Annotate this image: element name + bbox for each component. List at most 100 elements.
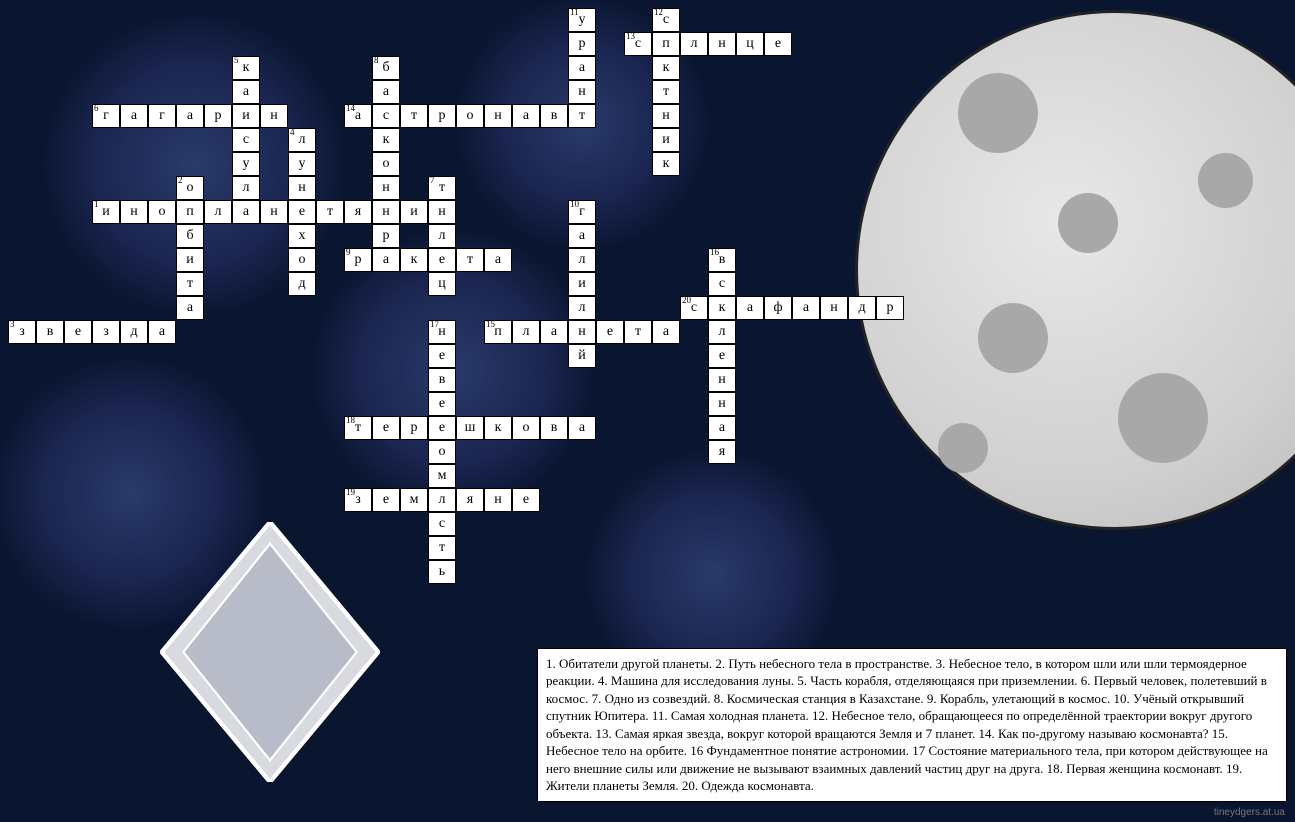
crossword-cell[interactable]: о [456, 104, 484, 128]
crossword-cell[interactable]: н [120, 200, 148, 224]
crossword-cell[interactable]: р [876, 296, 904, 320]
crossword-cell[interactable]: р [372, 224, 400, 248]
crossword-cell[interactable]: 13с [624, 32, 652, 56]
crossword-cell[interactable]: л [428, 488, 456, 512]
crossword-cell[interactable]: а [372, 80, 400, 104]
crossword-cell[interactable]: п [176, 200, 204, 224]
crossword-cell[interactable]: м [428, 464, 456, 488]
crossword-cell[interactable]: и [568, 272, 596, 296]
crossword-cell[interactable]: а [232, 80, 260, 104]
crossword-cell[interactable]: р [568, 32, 596, 56]
crossword-cell[interactable]: ф [764, 296, 792, 320]
crossword-cell[interactable]: а [568, 224, 596, 248]
crossword-cell[interactable]: ш [456, 416, 484, 440]
crossword-cell[interactable]: а [736, 296, 764, 320]
crossword-cell[interactable]: н [260, 200, 288, 224]
crossword-cell[interactable]: ц [736, 32, 764, 56]
crossword-cell[interactable]: с [428, 512, 456, 536]
crossword-cell[interactable]: т [624, 320, 652, 344]
crossword-cell[interactable]: а [176, 104, 204, 128]
crossword-cell[interactable]: т [176, 272, 204, 296]
crossword-cell[interactable]: 16в [708, 248, 736, 272]
crossword-cell[interactable]: 19з [344, 488, 372, 512]
crossword-cell[interactable]: к [372, 128, 400, 152]
crossword-cell[interactable]: т [456, 248, 484, 272]
crossword-cell[interactable]: е [764, 32, 792, 56]
crossword-cell[interactable]: 9р [344, 248, 372, 272]
crossword-cell[interactable]: а [540, 320, 568, 344]
crossword-cell[interactable]: р [400, 416, 428, 440]
crossword-cell[interactable]: л [232, 176, 260, 200]
crossword-cell[interactable]: е [428, 392, 456, 416]
crossword-cell[interactable]: 14а [344, 104, 372, 128]
crossword-cell[interactable]: н [652, 104, 680, 128]
crossword-cell[interactable]: а [176, 296, 204, 320]
crossword-cell[interactable]: о [428, 440, 456, 464]
crossword-cell[interactable]: м [400, 488, 428, 512]
crossword-cell[interactable]: е [596, 320, 624, 344]
crossword-cell[interactable]: о [148, 200, 176, 224]
crossword-cell[interactable]: н [708, 368, 736, 392]
crossword-cell[interactable]: а [512, 104, 540, 128]
crossword-cell[interactable]: е [428, 344, 456, 368]
crossword-cell[interactable]: а [232, 200, 260, 224]
crossword-cell[interactable]: л [512, 320, 540, 344]
crossword-cell[interactable]: а [372, 248, 400, 272]
crossword-cell[interactable]: 10г [568, 200, 596, 224]
crossword-cell[interactable]: н [484, 488, 512, 512]
crossword-cell[interactable]: т [652, 80, 680, 104]
crossword-cell[interactable]: в [428, 368, 456, 392]
crossword-cell[interactable]: 2о [176, 176, 204, 200]
crossword-cell[interactable]: н [288, 176, 316, 200]
crossword-cell[interactable]: е [428, 248, 456, 272]
crossword-cell[interactable]: а [708, 416, 736, 440]
crossword-cell[interactable]: й [568, 344, 596, 368]
crossword-cell[interactable]: 6г [92, 104, 120, 128]
crossword-cell[interactable]: а [484, 248, 512, 272]
crossword-cell[interactable]: а [652, 320, 680, 344]
crossword-cell[interactable]: е [372, 488, 400, 512]
crossword-cell[interactable]: а [148, 320, 176, 344]
crossword-cell[interactable]: и [400, 200, 428, 224]
crossword-cell[interactable]: л [204, 200, 232, 224]
crossword-cell[interactable]: а [120, 104, 148, 128]
crossword-cell[interactable]: л [568, 296, 596, 320]
crossword-cell[interactable]: е [512, 488, 540, 512]
crossword-cell[interactable]: 11у [568, 8, 596, 32]
crossword-cell[interactable]: а [568, 416, 596, 440]
crossword-cell[interactable]: х [288, 224, 316, 248]
crossword-cell[interactable]: к [652, 56, 680, 80]
crossword-cell[interactable]: л [680, 32, 708, 56]
crossword-cell[interactable]: о [372, 152, 400, 176]
crossword-cell[interactable]: 18т [344, 416, 372, 440]
crossword-cell[interactable]: и [176, 248, 204, 272]
crossword-cell[interactable]: т [428, 536, 456, 560]
crossword-cell[interactable]: н [568, 320, 596, 344]
crossword-cell[interactable]: л [568, 248, 596, 272]
crossword-cell[interactable]: н [428, 200, 456, 224]
crossword-cell[interactable]: н [484, 104, 512, 128]
crossword-cell[interactable]: н [708, 32, 736, 56]
crossword-cell[interactable]: ц [428, 272, 456, 296]
crossword-cell[interactable]: в [36, 320, 64, 344]
crossword-cell[interactable]: 8б [372, 56, 400, 80]
crossword-cell[interactable]: в [540, 104, 568, 128]
crossword-cell[interactable]: и [232, 104, 260, 128]
crossword-cell[interactable]: к [708, 296, 736, 320]
crossword-cell[interactable]: а [568, 56, 596, 80]
crossword-cell[interactable]: 15п [484, 320, 512, 344]
crossword-cell[interactable]: 5к [232, 56, 260, 80]
crossword-cell[interactable]: л [708, 320, 736, 344]
crossword-cell[interactable]: д [848, 296, 876, 320]
crossword-cell[interactable]: я [344, 200, 372, 224]
crossword-cell[interactable]: 7т [428, 176, 456, 200]
crossword-cell[interactable]: н [372, 176, 400, 200]
crossword-cell[interactable]: 20с [680, 296, 708, 320]
crossword-cell[interactable]: в [540, 416, 568, 440]
crossword-cell[interactable]: р [204, 104, 232, 128]
crossword-cell[interactable]: я [708, 440, 736, 464]
crossword-cell[interactable]: т [316, 200, 344, 224]
crossword-cell[interactable]: к [652, 152, 680, 176]
crossword-cell[interactable]: б [176, 224, 204, 248]
crossword-cell[interactable]: 17н [428, 320, 456, 344]
